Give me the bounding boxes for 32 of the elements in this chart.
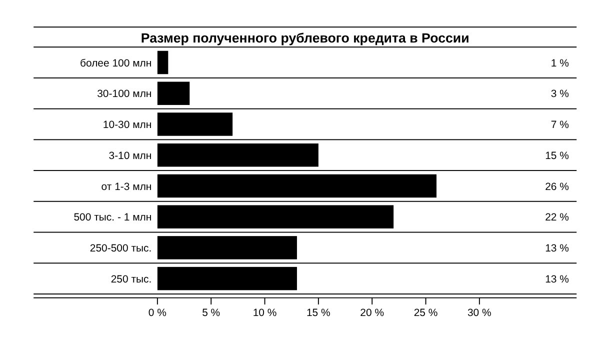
bar xyxy=(157,50,168,74)
bar xyxy=(157,266,297,290)
bar xyxy=(157,205,394,228)
x-tick-label: 30 % xyxy=(467,308,492,319)
bar xyxy=(157,112,233,136)
y-tick-label: 10-30 млн xyxy=(102,120,152,132)
bar xyxy=(157,174,436,198)
data-label: 3 % xyxy=(550,89,569,100)
y-tick-label: от 1-3 млн xyxy=(101,182,152,193)
x-tick-label: 25 % xyxy=(414,308,438,319)
y-tick-label: 500 тыс. - 1 млн xyxy=(74,212,152,224)
data-label: 13 % xyxy=(545,244,569,254)
y-tick-label: более 100 млн xyxy=(80,58,152,70)
data-label: 22 % xyxy=(545,212,569,224)
bar xyxy=(157,143,318,167)
y-tick-label: 250-500 тыс. xyxy=(90,244,152,254)
x-tick-label: 10 % xyxy=(252,308,277,319)
bar xyxy=(157,82,190,105)
y-tick-label: 30-100 млн xyxy=(97,89,152,100)
x-tick-label: 15 % xyxy=(306,308,330,319)
x-tick-label: 20 % xyxy=(360,308,384,319)
data-label: 13 % xyxy=(545,274,569,286)
x-tick-label: 0 % xyxy=(148,308,166,319)
y-tick-label: 250 тыс. xyxy=(110,274,152,286)
y-tick-label: 3-10 млн xyxy=(108,150,152,162)
data-label: 15 % xyxy=(545,150,569,162)
data-label: 1 % xyxy=(550,58,569,70)
bar xyxy=(157,236,297,260)
x-tick-label: 5 % xyxy=(202,308,220,319)
chart-title: Размер полученного рублевого кредита в России xyxy=(140,30,470,46)
data-label: 7 % xyxy=(550,120,569,132)
data-label: 26 % xyxy=(545,182,569,193)
